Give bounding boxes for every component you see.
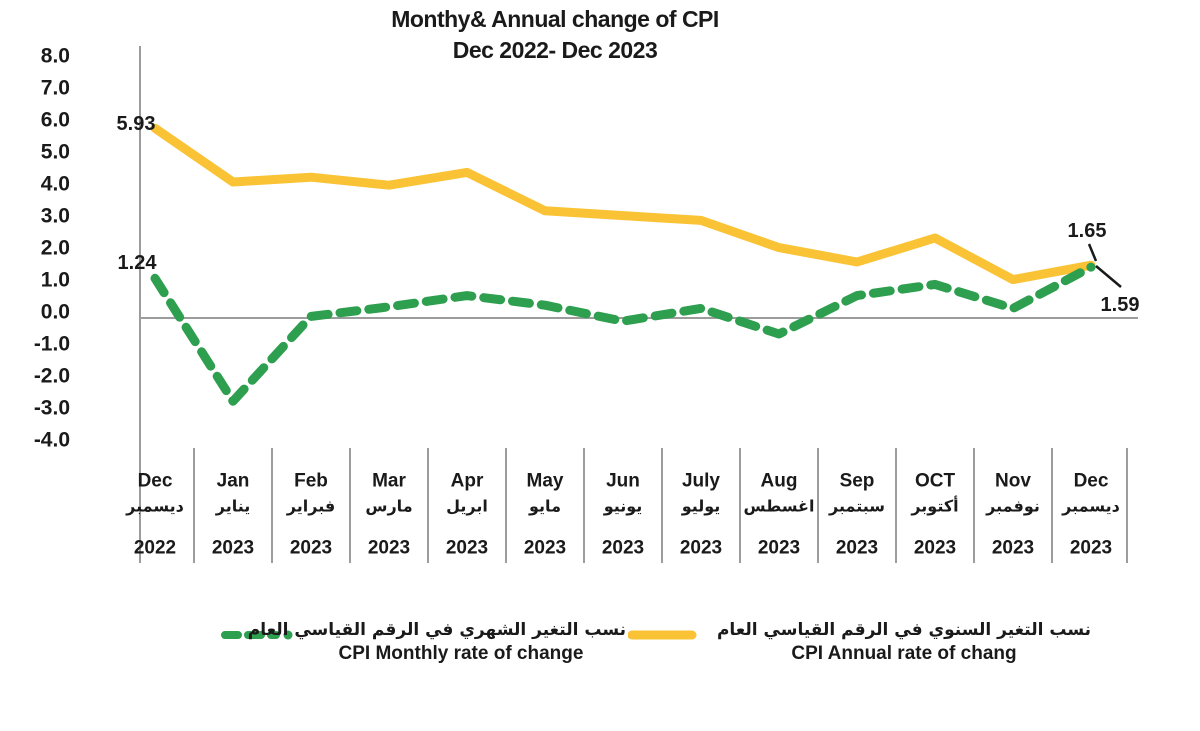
monthly-swatch-dot [283,630,293,640]
chart-title-line2: Dec 2022- Dec 2023 [452,37,658,63]
annual-series-swatch [628,630,697,640]
legend-annual-label-en: CPI Annual rate of chang [791,643,1017,664]
legend-annual-label-ar: نسب التغير السنوي في الرقم القياسي العام [716,620,1092,640]
month-label-en: Feb [294,471,328,492]
month-label-ar: سبتمبر [828,497,885,516]
month-label-en: OCT [915,471,956,492]
data-label: 5.93 [117,113,156,135]
month-label-year: 2023 [680,538,722,559]
y-tick-label: 2.0 [41,237,70,260]
month-label-ar: مارس [365,497,412,516]
y-tick-label: 4.0 [41,173,70,196]
month-label-year: 2023 [524,538,566,559]
chart-title-line1: Monthy& Annual change of CPI [391,6,719,32]
legend-item-monthly: نسب التغير الشهري في الرقم القياسي العام… [220,617,626,665]
y-tick-label: -4.0 [34,429,70,452]
annual-series-line [150,123,1096,285]
month-label-year: 2023 [212,538,254,559]
y-tick-label: -3.0 [34,397,70,420]
data-label: 1.65 [1068,220,1107,242]
month-label-en: Aug [761,471,798,492]
month-label-en: Apr [451,471,484,492]
y-tick-label: 5.0 [41,141,70,164]
month-label-year: 2023 [368,538,410,559]
y-tick-label: 8.0 [41,45,70,68]
monthly-series-line [150,262,1096,406]
data-label: 1.59 [1101,294,1140,316]
month-label-ar: اغسطس [744,497,815,516]
annotation-leader-line [1095,265,1122,288]
legend-monthly-text: نسب التغير الشهري في الرقم القياسي العام… [247,617,626,665]
month-label-ar: يناير [215,497,251,516]
monthly-series-swatch [221,630,293,640]
y-tick-label: 3.0 [41,205,70,228]
month-label-en: Dec [138,471,173,492]
y-tick-label: -2.0 [34,365,70,388]
month-label-year: 2022 [134,538,176,559]
month-label-en: May [527,471,564,492]
month-label-ar: نوفمبر [985,497,1040,516]
annotation-leader-line [1087,243,1098,262]
month-label-en: Mar [372,471,406,492]
month-label-ar: ابريل [446,497,488,516]
month-label-year: 2023 [1070,538,1112,559]
month-label-en: Dec [1074,471,1109,492]
month-label-year: 2023 [836,538,878,559]
month-label-ar: ديسمبر [125,497,184,516]
y-tick-label: -1.0 [34,333,70,356]
chart-title: Monthy& Annual change of CPI Dec 2022- D… [155,4,955,66]
month-label-ar: يونيو [603,497,643,516]
month-label-ar: مايو [528,497,561,516]
month-label-ar: فبراير [286,497,335,516]
month-label-year: 2023 [290,538,332,559]
legend-monthly-label-ar: نسب التغير الشهري في الرقم القياسي العام [247,620,626,640]
month-label-ar: يوليو [681,497,721,516]
month-label-en: Sep [840,471,875,492]
month-label-ar: أكتوبر [910,496,958,516]
month-label-year: 2023 [992,538,1034,559]
month-label-en: July [682,471,720,492]
month-label-year: 2023 [602,538,644,559]
y-tick-label: 0.0 [41,301,70,324]
month-label-year: 2023 [446,538,488,559]
month-label-year: 2023 [914,538,956,559]
y-tick-label: 7.0 [41,77,70,100]
month-label-en: Nov [995,471,1031,492]
y-tick-label: 1.0 [41,269,70,292]
month-label-en: Jun [606,471,640,492]
month-label-en: Jan [217,471,250,492]
data-label: 1.24 [118,252,158,274]
legend: نسب التغير الشهري في الرقم القياسي العام… [0,615,1200,685]
legend-annual-text: نسب التغير السنوي في الرقم القياسي العام… [698,617,1110,665]
legend-monthly-label-en: CPI Monthly rate of change [338,643,584,664]
month-label-ar: ديسمبر [1061,497,1120,516]
y-tick-label: 6.0 [41,109,70,132]
legend-item-annual: نسب التغير السنوي في الرقم القياسي العام… [628,617,1110,665]
cpi-chart: 8.0 7.0 6.0 5.0 4.0 3.0 2.0 1.0 0.0 -1.0 -2.0 -3.0 -… [34,45,1140,563]
month-label-year: 2023 [758,538,800,559]
